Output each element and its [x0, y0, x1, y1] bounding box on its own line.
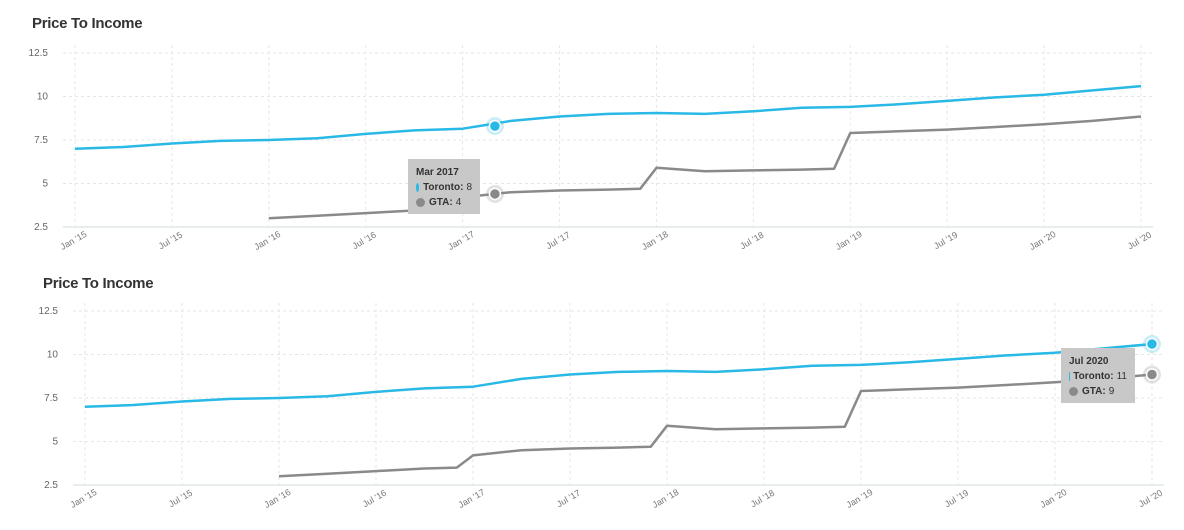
chart-tooltip: Jul 2020 Toronto: 11 GTA: 9 — [1061, 348, 1135, 403]
x-tick-label: Jan '15 — [69, 487, 99, 510]
chart-panel-2: Price To Income 2.5 5 7.5 10 12.5 Jan '15 Jul … — [0, 265, 1184, 530]
marker-point-gta[interactable] — [488, 187, 502, 201]
marker-point-toronto[interactable] — [488, 119, 502, 133]
tooltip-date: Jul 2020 — [1069, 356, 1109, 367]
gta-dot-icon — [1069, 387, 1078, 396]
x-tick-label: Jul '16 — [361, 488, 388, 510]
marker-point-toronto[interactable] — [1145, 337, 1159, 351]
tooltip-series-value: 8 — [466, 182, 472, 193]
x-tick-label: Jul '17 — [555, 488, 582, 510]
x-tick-label: Jan '16 — [252, 229, 282, 252]
tooltip-series-value: 4 — [455, 197, 462, 208]
tooltip-series-name: Toronto — [423, 182, 461, 193]
x-tick-label: Jan '20 — [1028, 229, 1058, 252]
x-tick-label: Jul '15 — [157, 230, 184, 252]
series-line-toronto[interactable] — [74, 84, 1142, 150]
y-tick-label: 5 — [42, 179, 48, 190]
series-line-toronto[interactable] — [84, 342, 1153, 408]
chart-title: Price To Income — [32, 15, 143, 32]
x-tick-label: Jul '18 — [738, 230, 765, 252]
y-tick-label: 5 — [52, 437, 58, 448]
tooltip-series-name: Toronto — [1073, 371, 1111, 382]
x-tick-label: Jul '19 — [943, 488, 970, 510]
tooltip-row-toronto: Toronto: 8 — [416, 182, 472, 193]
toronto-dot-icon — [416, 183, 420, 192]
x-tick-label: Jan '19 — [845, 487, 875, 510]
y-tick-label: 7.5 — [34, 135, 48, 146]
x-tick-label: Jul '16 — [351, 230, 378, 252]
y-tick-label: 2.5 — [44, 480, 58, 491]
x-tick-label: Jan '18 — [651, 487, 681, 510]
line-chart-2[interactable]: 2.5 5 7.5 10 12.5 Jan '15 Jul '15 Jan '16 Jul '1… — [0, 265, 1184, 530]
tooltip-series-value: 9 — [1108, 386, 1115, 397]
x-tick-label: Jul '19 — [932, 230, 959, 252]
y-tick-label: 10 — [47, 350, 59, 361]
x-tick-label: Jul '20 — [1137, 488, 1164, 510]
y-tick-label: 10 — [37, 92, 49, 103]
tooltip-date: Mar 2017 — [416, 167, 459, 178]
x-tick-label: Jul '18 — [749, 488, 776, 510]
marker-point-gta[interactable] — [1145, 368, 1159, 381]
tooltip-row-toronto: Toronto: 11 — [1069, 371, 1127, 382]
tooltip-series-name: GTA — [1082, 386, 1103, 397]
y-tick-label: 7.5 — [44, 393, 58, 404]
x-tick-label: Jan '19 — [834, 229, 864, 252]
y-tick-label: 12.5 — [29, 48, 49, 59]
x-tick-label: Jan '16 — [263, 487, 293, 510]
tooltip-row-gta: GTA: 4 — [416, 197, 472, 208]
x-tick-label: Jul '17 — [544, 230, 571, 252]
gta-dot-icon — [416, 198, 425, 207]
chart-title: Price To Income — [43, 275, 154, 292]
y-tick-label: 12.5 — [39, 306, 59, 317]
x-tick-label: Jan '15 — [59, 229, 89, 252]
chart-panel-1: Price To Income 2.5 5 7.5 10 12.5 Jan '15 Jul … — [0, 0, 1184, 265]
line-chart-1[interactable]: 2.5 5 7.5 10 12.5 Jan '15 Jul '15 Jan '16 Jul '1… — [0, 0, 1184, 265]
x-tick-label: Jan '17 — [457, 487, 487, 510]
y-tick-label: 2.5 — [34, 222, 48, 233]
tooltip-series-value: 11 — [1116, 371, 1127, 382]
series-line-gta[interactable] — [278, 373, 1153, 478]
x-tick-label: Jul '20 — [1126, 230, 1153, 252]
x-tick-label: Jan '18 — [640, 229, 670, 252]
x-tick-label: Jan '20 — [1039, 487, 1069, 510]
tooltip-row-gta: GTA: 9 — [1069, 386, 1127, 397]
x-tick-label: Jan '17 — [446, 229, 476, 252]
chart-tooltip: Mar 2017 Toronto: 8 GTA: 4 — [408, 159, 480, 214]
x-tick-label: Jul '15 — [167, 488, 194, 510]
tooltip-series-name: GTA — [429, 197, 450, 208]
